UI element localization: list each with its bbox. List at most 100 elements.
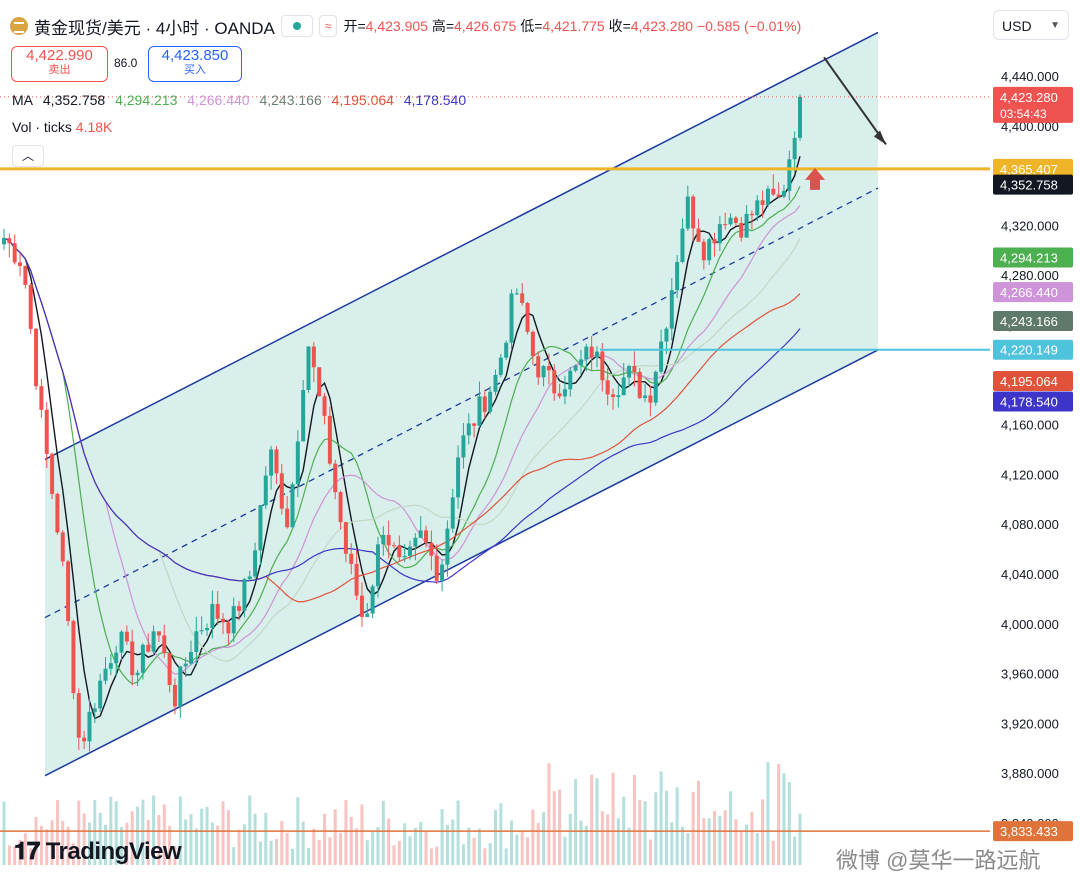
candle-body: [477, 396, 482, 426]
volume-bar: [440, 809, 444, 865]
volume-bar: [739, 830, 743, 865]
volume-bar: [558, 789, 562, 865]
candle: [541, 364, 546, 387]
volume-bar: [157, 815, 161, 865]
candle: [44, 401, 49, 468]
candle: [221, 613, 226, 635]
candle-body: [653, 371, 658, 403]
candle-body: [231, 606, 236, 634]
candle: [301, 380, 306, 442]
volume-bar: [648, 839, 652, 865]
candle-body: [285, 508, 290, 528]
volume-bar: [798, 813, 802, 865]
candle: [712, 232, 717, 257]
volume-bar: [515, 834, 519, 865]
y-tick-label: 4,040.000: [1001, 567, 1059, 582]
candle-body: [370, 586, 375, 614]
volume-bar: [355, 828, 359, 865]
volume-bar: [777, 763, 781, 865]
candle-body: [237, 606, 242, 611]
candle-body: [66, 561, 71, 621]
candle: [584, 343, 589, 372]
candle: [530, 330, 535, 365]
price-badge: 4,352.758: [993, 174, 1073, 195]
volume-bar: [488, 843, 492, 865]
volume-bar: [104, 824, 108, 865]
compare-button[interactable]: ≈: [318, 15, 338, 37]
candle: [7, 233, 12, 258]
candle-body: [199, 630, 204, 632]
volume-bar: [71, 843, 75, 865]
price-badge-bg: [993, 821, 1073, 842]
volume-bar: [82, 813, 86, 865]
candle-body: [509, 293, 514, 343]
candle: [114, 645, 119, 677]
volume-bar: [339, 833, 343, 865]
collapse-legend-button[interactable]: ︿: [12, 145, 44, 167]
volume-bar: [50, 820, 54, 865]
candle-body: [338, 492, 343, 523]
ma-line-6: [3, 237, 801, 583]
candle: [199, 616, 204, 635]
candle: [242, 577, 247, 618]
candle-body: [466, 423, 471, 436]
up-arrow-icon: [805, 167, 825, 190]
ma-label: MA: [12, 92, 33, 108]
horizontal-levels[interactable]: [0, 96, 990, 832]
volume-bar: [563, 836, 567, 865]
candle-body: [798, 96, 802, 138]
volume-legend[interactable]: Vol · ticks 4.18K: [12, 119, 112, 135]
price-badge-text: 4,365.407: [1000, 162, 1058, 177]
volume-bar: [242, 824, 246, 865]
price-badge-text: 3,833.433: [1000, 824, 1058, 839]
volume-bar: [531, 809, 535, 865]
volume-bar: [472, 837, 476, 865]
candle-body: [456, 457, 461, 498]
candle-body: [253, 550, 258, 577]
volume-bar: [173, 845, 177, 865]
candle-body: [391, 545, 396, 547]
candle: [269, 445, 274, 490]
candle: [798, 94, 802, 141]
candle: [210, 590, 215, 639]
candle: [781, 184, 786, 199]
ma-legend[interactable]: MA 4,352.758 4,294.213 4,266.440 4,243.1…: [12, 92, 472, 108]
candle: [696, 218, 701, 242]
volume-bar: [445, 824, 449, 865]
symbol-title[interactable]: 黄金现货/美元 · 4小时 · OANDA: [34, 18, 275, 38]
buy-button[interactable]: 4,423.850 买入: [148, 46, 242, 82]
candle: [461, 422, 466, 469]
volume-bar: [323, 813, 327, 865]
candle: [632, 351, 637, 387]
currency-select[interactable]: USD ▼: [993, 10, 1069, 40]
volume-bar: [616, 818, 620, 865]
volume-bar: [638, 799, 642, 865]
buy-label: 买入: [184, 64, 206, 76]
volume-bar: [408, 836, 412, 865]
volume-bar: [467, 827, 471, 865]
currency-label: USD: [1002, 18, 1032, 34]
candle: [771, 174, 776, 196]
candle: [333, 459, 338, 500]
candle-body: [290, 484, 295, 528]
volume-bar: [707, 818, 711, 865]
volume-bar: [34, 816, 38, 865]
candle: [295, 430, 300, 498]
status-button[interactable]: [280, 15, 313, 37]
candle: [680, 218, 685, 264]
volume-bar: [371, 831, 375, 865]
volume-bar: [360, 804, 364, 865]
volume-bar: [216, 825, 220, 865]
candle-body: [562, 389, 567, 397]
candle: [493, 369, 498, 396]
candle: [728, 213, 733, 227]
volume-bar: [29, 848, 33, 865]
sell-button[interactable]: 4,422.990 卖出: [11, 46, 108, 82]
volume-bar: [136, 806, 140, 865]
price-badge: 4,266.440: [993, 282, 1073, 303]
candle: [322, 392, 327, 425]
y-tick-label: 4,000.000: [1001, 617, 1059, 632]
volume-bar: [729, 791, 733, 865]
price-badge: 4,195.064: [993, 370, 1073, 391]
